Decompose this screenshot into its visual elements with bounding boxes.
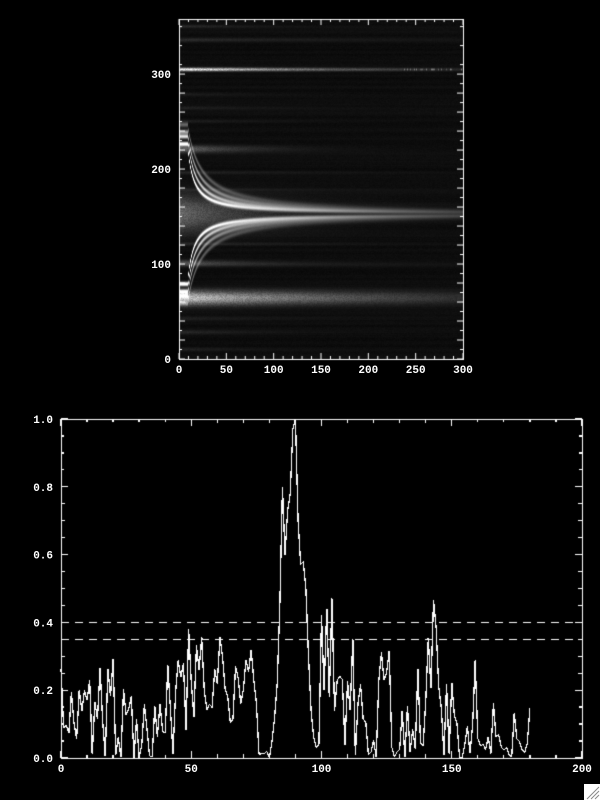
svg-text:0: 0 — [164, 355, 171, 367]
svg-text:200: 200 — [358, 365, 378, 377]
svg-text:50: 50 — [185, 764, 198, 776]
svg-text:0.6: 0.6 — [33, 551, 53, 563]
svg-text:100: 100 — [312, 764, 332, 776]
svg-text:50: 50 — [220, 365, 233, 377]
svg-text:300: 300 — [151, 70, 171, 82]
svg-text:150: 150 — [442, 764, 462, 776]
svg-text:0.8: 0.8 — [33, 483, 53, 495]
svg-text:100: 100 — [151, 260, 171, 272]
svg-text:150: 150 — [311, 365, 331, 377]
svg-text:100: 100 — [264, 365, 284, 377]
svg-text:0.2: 0.2 — [33, 686, 53, 698]
svg-text:0.0: 0.0 — [33, 754, 53, 766]
svg-text:200: 200 — [151, 165, 171, 177]
svg-text:250: 250 — [406, 365, 426, 377]
svg-text:0: 0 — [176, 365, 183, 377]
svg-text:200: 200 — [572, 764, 592, 776]
svg-text:0: 0 — [58, 764, 65, 776]
svg-text:1.0: 1.0 — [33, 415, 53, 427]
svg-text:300: 300 — [453, 365, 473, 377]
svg-text:0.4: 0.4 — [33, 618, 53, 630]
